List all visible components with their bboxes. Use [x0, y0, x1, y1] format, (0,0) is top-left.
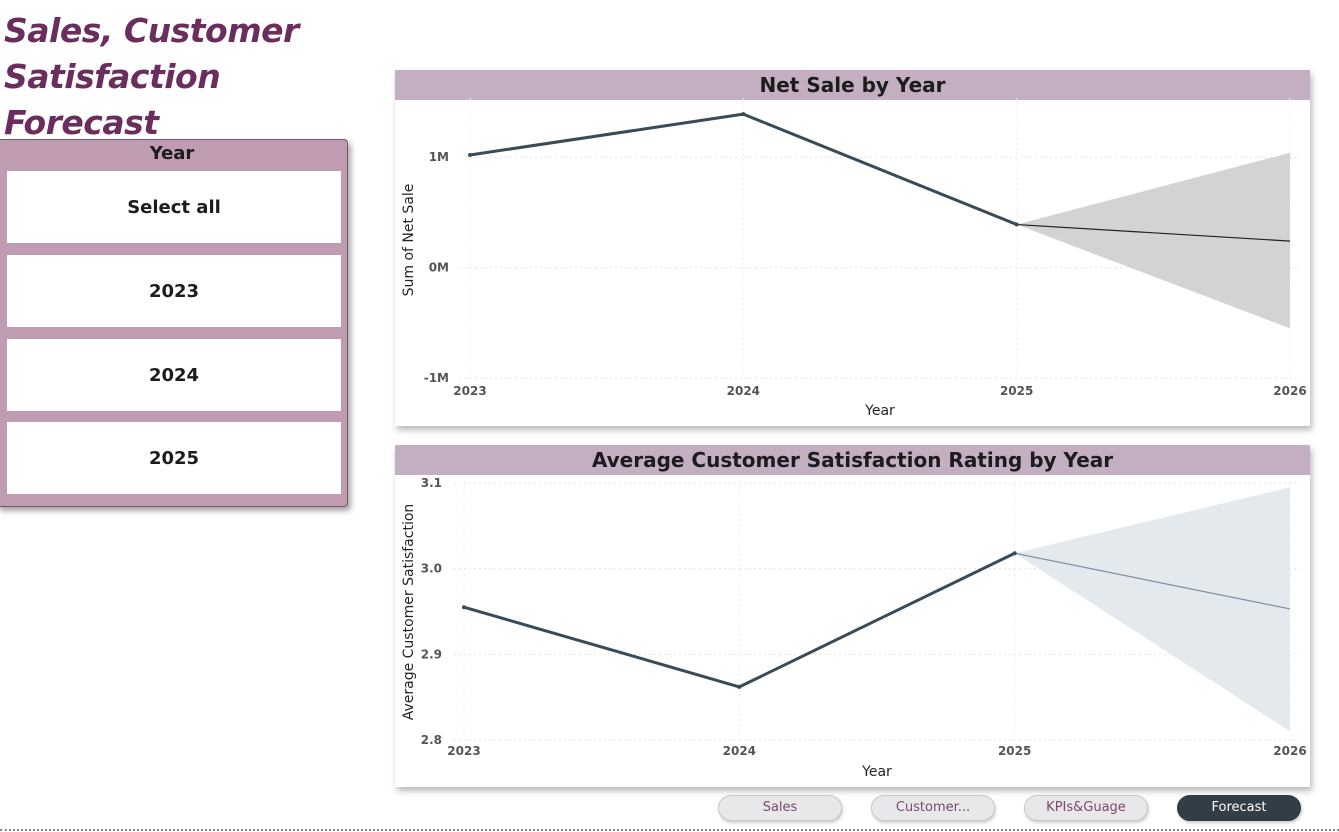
- nav-button-kpis-gauge[interactable]: KPIs&Guage: [1024, 795, 1148, 821]
- y-axis-title: Average Customer Satisfaction: [401, 504, 417, 721]
- bottom-divider: [0, 829, 1339, 831]
- forecast-confidence-band: [1016, 152, 1290, 329]
- data-point[interactable]: [737, 684, 742, 689]
- x-tick-label: 2026: [1273, 384, 1306, 398]
- data-point[interactable]: [1012, 551, 1017, 556]
- satisfaction-chart: 2.8 2.9 3.0 3.1 2023 2024 2025 2026 Year Average …: [401, 476, 1307, 780]
- satisfaction-chart-title: Average Customer Satisfaction Rating by …: [395, 445, 1310, 475]
- forecast-confidence-band: [1014, 487, 1290, 732]
- y-tick-label: 2.8: [421, 733, 442, 747]
- data-point[interactable]: [462, 605, 466, 610]
- x-tick-label: 2025: [998, 744, 1031, 758]
- forecast-line: [1014, 552, 1291, 610]
- net-sale-chart-card: Net Sale by Year -1M 0M 1M 2023 2024 2025 2026…: [395, 70, 1310, 426]
- x-tick-label: 2024: [723, 744, 756, 758]
- slicer-item-select-all[interactable]: Select all: [7, 171, 341, 243]
- data-point[interactable]: [741, 112, 746, 117]
- nav-button-customer[interactable]: Customer...: [871, 795, 995, 821]
- slicer-header: Year: [149, 143, 195, 164]
- x-tick-label: 2023: [453, 384, 486, 398]
- page-title: Sales, Customer Satisfaction Forecast: [4, 8, 384, 146]
- net-sale-chart-title: Net Sale by Year: [395, 70, 1310, 100]
- y-tick-label: 3.1: [421, 476, 442, 490]
- y-axis-title: Sum of Net Sale: [401, 184, 417, 297]
- y-tick-label: 0M: [429, 261, 449, 275]
- x-axis-title: Year: [861, 764, 892, 780]
- slicer-item-2025[interactable]: 2025: [7, 422, 341, 494]
- net-sale-chart: -1M 0M 1M 2023 2024 2025 2026 Year Sum of Net Sa…: [401, 98, 1307, 419]
- page-title-line-2: Satisfaction Forecast: [4, 57, 221, 142]
- y-tick-label: -1M: [424, 371, 449, 385]
- slicer-item-2023[interactable]: 2023: [7, 255, 341, 327]
- nav-button-sales[interactable]: Sales: [718, 795, 842, 821]
- y-tick-label: 1M: [429, 150, 449, 164]
- x-axis-title: Year: [864, 403, 895, 419]
- data-point[interactable]: [1014, 222, 1019, 227]
- page-title-line-1: Sales, Customer: [4, 11, 299, 50]
- x-tick-label: 2024: [727, 384, 760, 398]
- x-tick-label: 2025: [1000, 384, 1033, 398]
- x-tick-label: 2023: [447, 744, 480, 758]
- satisfaction-chart-card: Average Customer Satisfaction Rating by …: [395, 445, 1310, 787]
- x-tick-label: 2026: [1273, 744, 1306, 758]
- y-tick-label: 2.9: [421, 647, 442, 661]
- slicer-item-2024[interactable]: 2024: [7, 339, 341, 411]
- year-slicer: Year Select all 2023 2024 2025: [0, 139, 348, 507]
- y-tick-label: 3.0: [421, 562, 442, 576]
- forecast-line: [1016, 223, 1291, 242]
- nav-button-forecast[interactable]: Forecast: [1177, 795, 1301, 821]
- data-point[interactable]: [468, 152, 472, 157]
